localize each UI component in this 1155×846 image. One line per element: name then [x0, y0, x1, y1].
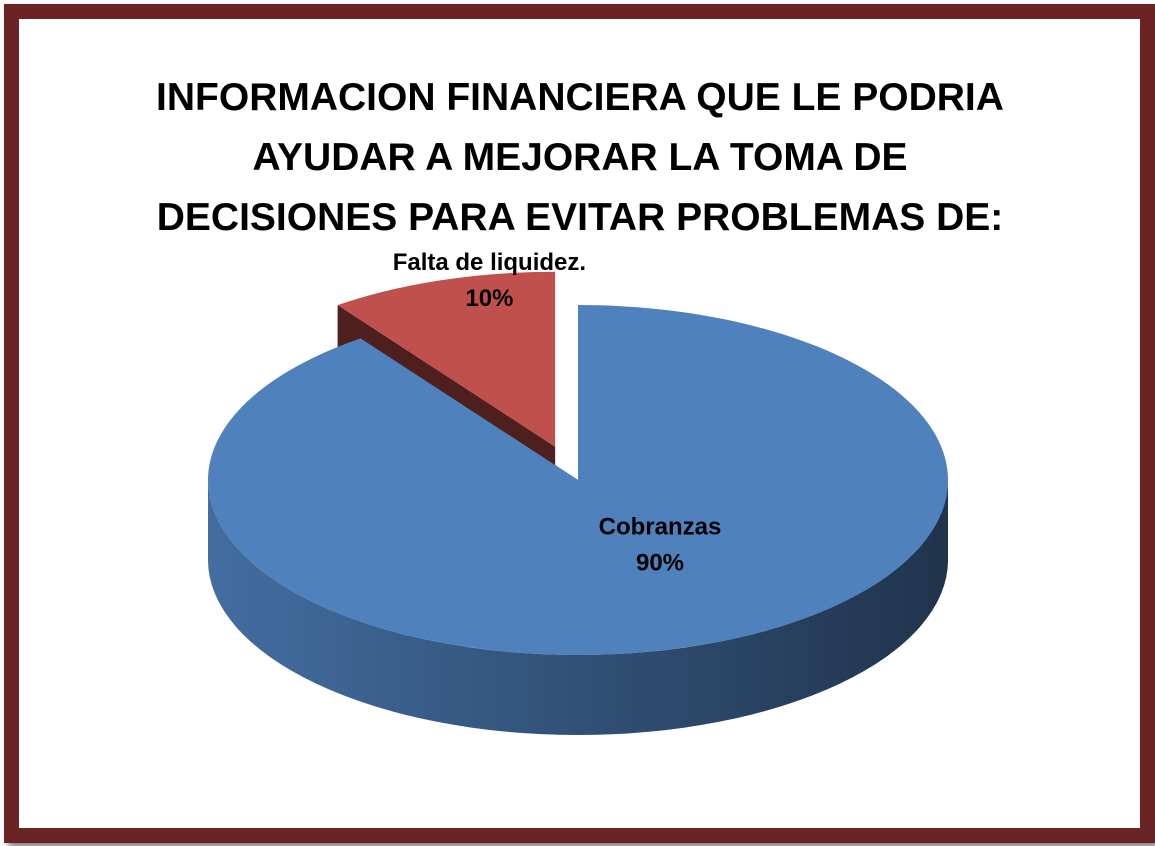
data-label-name: Falta de liquidez.	[393, 249, 586, 276]
pie-slice	[208, 305, 949, 735]
slice-top	[208, 305, 949, 655]
data-label-value: 10%	[465, 285, 513, 312]
data-label-name: Cobranzas	[599, 513, 722, 540]
slice-top	[337, 271, 556, 447]
chart-title: INFORMACION FINANCIERA QUE LE PODRIA AYU…	[156, 76, 1004, 239]
slice-side-shade	[208, 480, 948, 735]
data-label-value: 90%	[636, 549, 684, 576]
